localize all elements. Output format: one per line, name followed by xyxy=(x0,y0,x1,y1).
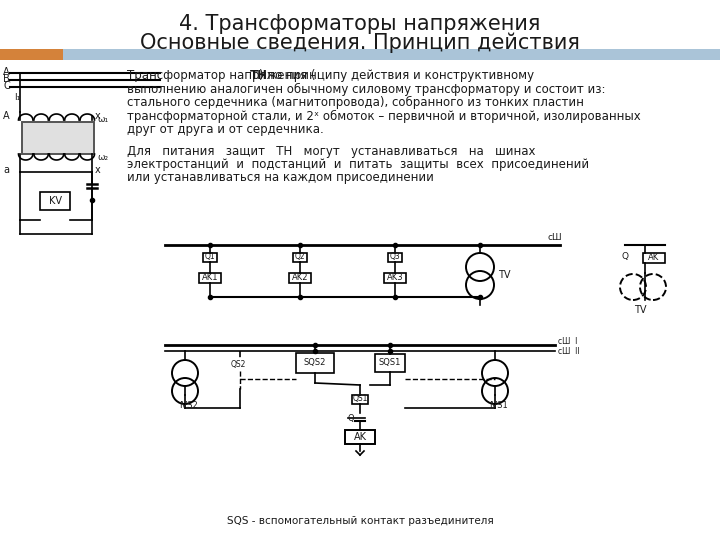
Text: Q: Q xyxy=(348,414,355,422)
Text: электростанций  и  подстанций  и  питать  защиты  всех  присоединений: электростанций и подстанций и питать защ… xyxy=(127,158,589,171)
Text: трансформаторной стали, и 2ˣ обмоток – первичной и вторичной, изолированных: трансформаторной стали, и 2ˣ обмоток – п… xyxy=(127,110,641,123)
Text: KV: KV xyxy=(48,196,61,206)
Text: Q1: Q1 xyxy=(204,253,215,261)
Text: или устанавливаться на каждом присоединении: или устанавливаться на каждом присоедине… xyxy=(127,172,434,185)
Text: AK3: AK3 xyxy=(387,273,403,282)
Text: Q2: Q2 xyxy=(294,253,305,261)
Text: ) по принципу действия и конструктивному: ) по принципу действия и конструктивному xyxy=(259,69,534,82)
Text: сШ: сШ xyxy=(548,233,562,242)
Text: TV: TV xyxy=(498,270,510,280)
Bar xyxy=(63,49,720,60)
Text: A: A xyxy=(3,67,9,77)
Text: QS2: QS2 xyxy=(230,361,246,369)
Text: сШ  II: сШ II xyxy=(558,347,580,355)
Text: стального сердечника (магнитопровода), собранного из тонких пластин: стального сердечника (магнитопровода), с… xyxy=(127,96,584,109)
Bar xyxy=(203,253,217,262)
Text: SQS1: SQS1 xyxy=(379,359,401,368)
Text: IVS1: IVS1 xyxy=(489,401,508,410)
Bar xyxy=(352,395,368,404)
Text: x: x xyxy=(95,111,101,121)
Bar xyxy=(0,49,63,60)
Text: x: x xyxy=(95,165,101,175)
Text: выполнению аналогичен обычному силовому трансформатору и состоит из:: выполнению аналогичен обычному силовому … xyxy=(127,83,606,96)
Text: друг от друга и от сердечника.: друг от друга и от сердечника. xyxy=(127,123,324,136)
Text: сШ  I: сШ I xyxy=(558,338,577,347)
Text: IVS2: IVS2 xyxy=(179,401,197,410)
Bar xyxy=(345,430,375,444)
Text: AK2: AK2 xyxy=(292,273,308,282)
Text: Для   питания   защит   ТН   могут   устанавливаться   на   шинах: Для питания защит ТН могут устанавливать… xyxy=(127,145,536,158)
Text: ТН: ТН xyxy=(250,69,268,82)
Text: Q: Q xyxy=(621,253,629,261)
Text: SQS - вспомогательный контакт разъединителя: SQS - вспомогательный контакт разъединит… xyxy=(227,516,493,526)
Bar xyxy=(643,253,665,263)
Text: ω₂: ω₂ xyxy=(97,153,108,163)
Text: TV: TV xyxy=(634,305,647,315)
Text: SQS2: SQS2 xyxy=(304,359,326,368)
Text: A: A xyxy=(3,111,9,121)
Text: AK: AK xyxy=(354,432,366,442)
Bar xyxy=(296,353,334,373)
Text: AK: AK xyxy=(649,253,660,262)
Bar xyxy=(388,253,402,262)
Text: QS1: QS1 xyxy=(352,395,368,403)
Bar xyxy=(199,273,221,283)
Text: a: a xyxy=(3,165,9,175)
Bar xyxy=(384,273,406,283)
Text: I₁: I₁ xyxy=(14,92,20,102)
Text: AK1: AK1 xyxy=(202,273,218,282)
Bar xyxy=(289,273,311,283)
Text: Основные сведения. Принцип действия: Основные сведения. Принцип действия xyxy=(140,33,580,53)
Text: Трансформатор напряжения (: Трансформатор напряжения ( xyxy=(127,69,315,82)
Text: 4. Трансформаторы напряжения: 4. Трансформаторы напряжения xyxy=(179,14,541,34)
Bar xyxy=(293,253,307,262)
Bar xyxy=(40,192,70,210)
Text: ω₁: ω₁ xyxy=(97,116,108,125)
Text: C: C xyxy=(3,81,10,91)
Bar xyxy=(22,122,94,154)
Text: Q3: Q3 xyxy=(390,253,400,261)
Text: B: B xyxy=(3,74,10,84)
Bar xyxy=(375,354,405,372)
